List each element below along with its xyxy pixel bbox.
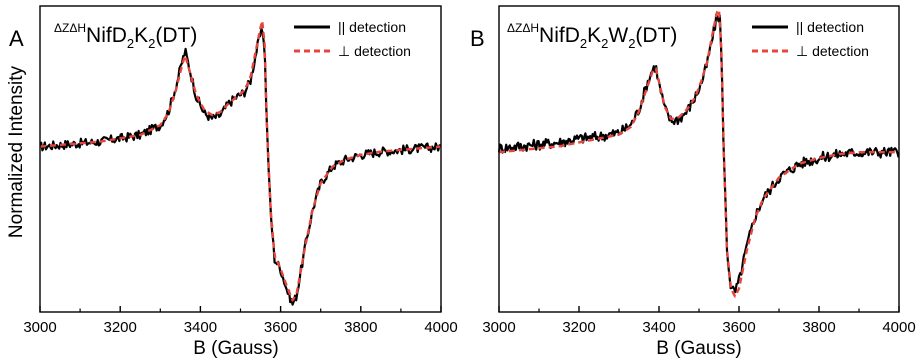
x-tick-label: 4000 xyxy=(882,319,915,336)
legend-b-par-label: || detection xyxy=(796,19,864,35)
plot-area-a: 3000 3200 3400 3600 3800 4000 xyxy=(23,5,458,336)
legend-a-perp-label: ⊥ detection xyxy=(338,43,411,59)
x-tick-label: 3800 xyxy=(802,319,835,336)
panel-b-legend: || detection ⊥ detection xyxy=(752,19,869,59)
x-tick-label: 3400 xyxy=(184,319,217,336)
x-tick-label: 3400 xyxy=(642,319,675,336)
legend-a-par-label: || detection xyxy=(338,19,406,35)
x-tick-label: 3600 xyxy=(264,319,297,336)
plot-area-b: 3000 3200 3400 3600 3800 4000 xyxy=(482,5,916,336)
series-perpendicular-detection-line xyxy=(498,8,900,298)
x-tick-label: 3200 xyxy=(104,319,137,336)
x-tick-label: 3000 xyxy=(23,319,56,336)
x-axis-label-a: B (Gauss) xyxy=(193,338,279,358)
panel-a-legend: || detection ⊥ detection xyxy=(294,19,411,59)
panel-b-letter: B xyxy=(470,26,485,51)
x-tick-label: 3200 xyxy=(562,319,595,336)
x-tick-label: 4000 xyxy=(424,319,457,336)
legend-b-perp-label: ⊥ detection xyxy=(796,43,869,59)
panel-a: A ΔZΔHNifD2K2(DT) || detection ⊥ detecti… xyxy=(6,5,458,358)
x-tick-label: 3800 xyxy=(344,319,377,336)
x-tick-label: 3000 xyxy=(482,319,515,336)
y-axis-label: Normalized Intensity xyxy=(6,65,27,238)
panel-a-letter: A xyxy=(9,26,24,51)
panel-b: B ΔZΔHNifD2K2W2(DT) || detection ⊥ detec… xyxy=(470,5,916,358)
series-perpendicular-detection-line xyxy=(39,19,442,302)
panel-b-title: ΔZΔHNifD2K2W2(DT) xyxy=(507,21,677,51)
panel-a-title: ΔZΔHNifD2K2(DT) xyxy=(54,21,197,51)
x-axis-label-b: B (Gauss) xyxy=(656,338,742,358)
x-tick-label: 3600 xyxy=(722,319,755,336)
series-parallel-detection-line xyxy=(39,27,441,306)
